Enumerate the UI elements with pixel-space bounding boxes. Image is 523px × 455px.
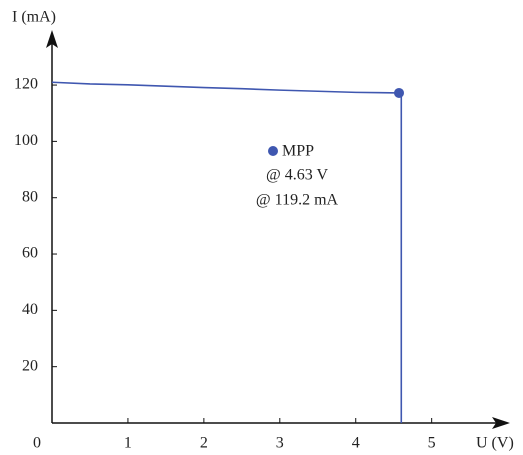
- y-tick-label: 100: [14, 132, 38, 149]
- annotation-text: @ 4.63 V: [266, 167, 328, 184]
- mpp-point: [394, 87, 405, 98]
- y-axis-label: I (mA): [12, 9, 56, 26]
- x-tick-label: 5: [428, 435, 436, 452]
- y-tick-label: 20: [22, 357, 38, 374]
- y-tick-label: 40: [22, 301, 38, 318]
- annotation-text: @ 119.2 mA: [256, 192, 339, 209]
- series-line: [51, 81, 403, 423]
- x-axis-arrow: [492, 417, 510, 429]
- x-tick-label: 1: [124, 435, 132, 452]
- y-axis-arrow: [46, 30, 58, 48]
- annotation-text: MPP: [282, 143, 314, 160]
- y-tick-label: 80: [22, 188, 38, 205]
- x-axis-label: U (V): [476, 435, 514, 452]
- x-tick-label: 0: [33, 435, 41, 452]
- y-tick-label: 60: [22, 245, 38, 262]
- x-tick-label: 2: [200, 435, 208, 452]
- annotation-marker: [268, 146, 278, 156]
- x-tick-label: 4: [352, 435, 360, 452]
- y-tick-label: 120: [14, 76, 38, 93]
- x-tick-label: 3: [276, 435, 284, 452]
